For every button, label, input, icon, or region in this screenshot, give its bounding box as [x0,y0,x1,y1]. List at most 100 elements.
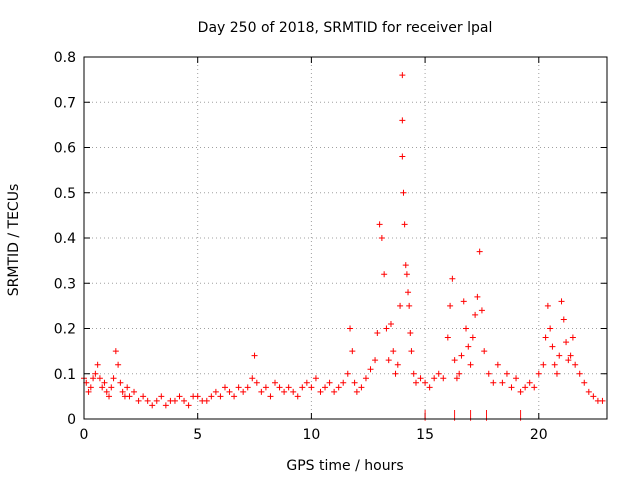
x-tick-label: 5 [193,427,202,443]
data-point [112,348,119,355]
data-point [422,379,429,386]
data-point [553,370,560,377]
data-point [119,388,126,395]
data-point [551,361,558,368]
zero-marker: | [453,408,457,421]
data-point [401,221,408,228]
data-point [117,379,124,386]
data-point [317,388,324,395]
data-point [590,393,597,400]
y-tick-label: 0.7 [54,95,76,111]
data-point [549,343,556,350]
data-point [444,334,451,341]
data-point [353,388,360,395]
data-point [540,361,547,368]
data-point [467,361,474,368]
data-point [362,375,369,382]
data-point [376,221,383,228]
data-point [481,348,488,355]
data-point [494,361,501,368]
data-point [569,334,576,341]
data-point [158,393,165,400]
data-point [390,348,397,355]
data-point [449,275,456,282]
grid-lines [84,57,607,419]
data-point [400,189,407,196]
data-point [542,334,549,341]
data-point [531,384,538,391]
y-tick-label: 0.2 [54,322,76,338]
data-point [472,311,479,318]
data-point [383,325,390,332]
data-point [347,325,354,332]
data-point [417,375,424,382]
data-point [308,384,315,391]
data-point [221,384,228,391]
data-point [513,375,520,382]
data-point [208,393,215,400]
data-point [563,339,570,346]
data-point [106,393,113,400]
data-point [394,361,401,368]
data-point [126,393,133,400]
data-point [526,379,533,386]
data-point [456,370,463,377]
data-point [90,375,97,382]
data-point [212,388,219,395]
data-point [399,72,406,79]
data-point [410,370,417,377]
data-point [405,289,412,296]
x-axis-label: GPS time / hours [286,458,403,474]
x-tick-label: 15 [416,427,434,443]
y-tick-label: 0.3 [54,276,76,292]
y-tick-label: 0.8 [54,50,76,66]
data-point [508,384,515,391]
data-point [558,298,565,305]
data-point [567,352,574,359]
data-point [276,384,283,391]
data-point [407,330,414,337]
y-tick-label: 0.6 [54,141,76,157]
data-point [262,384,269,391]
data-point [469,334,476,341]
data-point [153,397,160,404]
data-point [272,379,279,386]
data-point [226,388,233,395]
data-point [599,397,606,404]
zero-markers: | | | | | [423,408,522,421]
data-point [124,384,131,391]
data-point [465,343,472,350]
data-point [397,302,404,309]
data-point [381,271,388,278]
data-point [203,397,210,404]
data-point [535,370,542,377]
data-point [408,348,415,355]
data-point [358,384,365,391]
data-point [544,302,551,309]
data-point [331,388,338,395]
data-point [402,262,409,269]
data-point [385,357,392,364]
data-point [99,384,106,391]
data-point [144,397,151,404]
data-point [94,361,101,368]
data-point [267,393,274,400]
data-point [249,375,256,382]
x-tick-label: 0 [80,427,89,443]
data-point [85,388,92,395]
data-point [440,375,447,382]
y-tick-label: 0.1 [54,367,76,383]
data-point [240,388,247,395]
data-point [572,361,579,368]
data-point [140,393,147,400]
data-point [303,379,310,386]
x-tick-label: 10 [302,427,320,443]
data-point [281,388,288,395]
zero-marker: | [485,408,489,421]
data-point [458,352,465,359]
data-point [185,402,192,409]
data-point [108,384,115,391]
data-point [149,402,156,409]
y-axis-label: SRMTID / TECUs [6,184,22,297]
